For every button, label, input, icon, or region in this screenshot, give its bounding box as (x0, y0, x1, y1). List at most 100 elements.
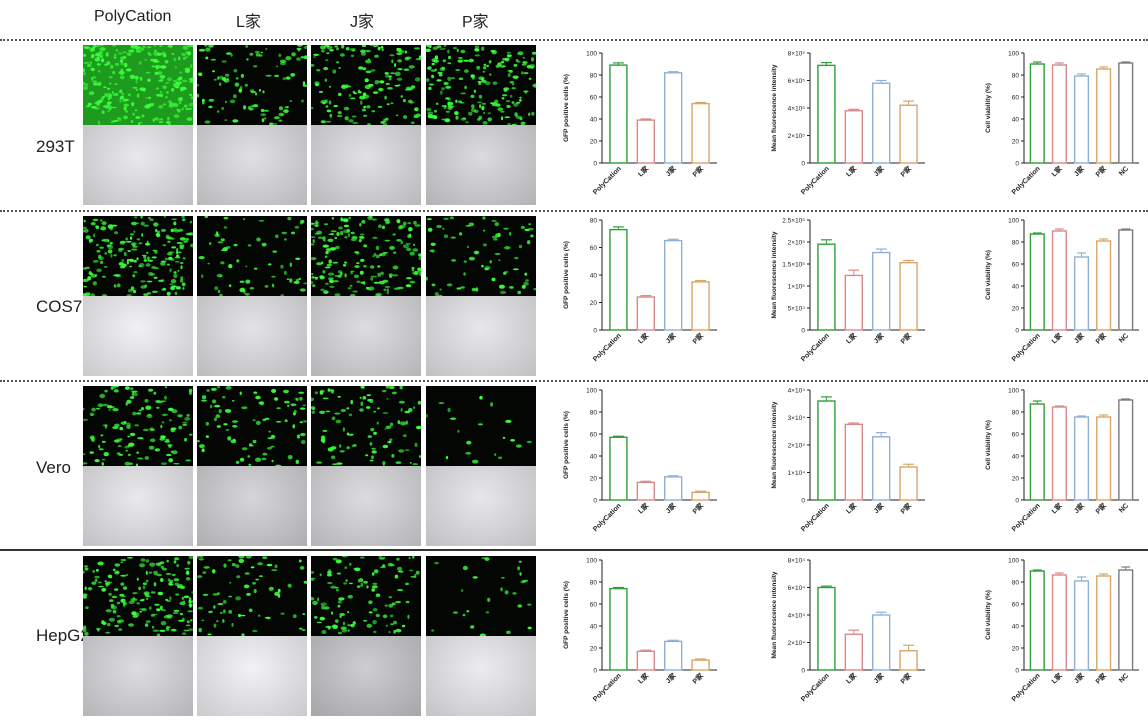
bar-chart: 0 1×10⁴ 2×10⁴ 3×10⁴ 4×10⁴ Mean fluorescence i… (766, 382, 931, 552)
y-tick-label: 0 (801, 328, 805, 335)
y-axis-label: Cell viability (%) (985, 590, 992, 640)
y-tick-label: 1×10⁵ (788, 284, 806, 291)
fluorescence-image (426, 216, 536, 296)
y-tick-label: 80 (590, 410, 598, 417)
x-tick-label: P家 (1093, 500, 1108, 515)
bar (636, 296, 655, 331)
y-tick-label: 40 (590, 273, 598, 280)
bar-chart-svg: 0 20 40 60 80 100 Cell viability (%) PolyCation… (985, 558, 1139, 703)
y-tick-label: 3×10⁴ (788, 415, 806, 422)
bar (1073, 580, 1090, 671)
y-tick-label: 100 (1008, 388, 1019, 395)
bar (1096, 416, 1112, 501)
x-tick-label: PolyCation (1011, 332, 1042, 363)
x-tick-label: P家 (898, 500, 913, 515)
y-tick-label: 40 (1012, 454, 1020, 461)
y-tick-label: 0 (801, 161, 805, 168)
bar (691, 659, 710, 671)
bar (664, 72, 683, 164)
bar (899, 261, 918, 331)
bar (1118, 569, 1134, 671)
y-axis-label: Cell viability (%) (985, 420, 992, 470)
bar-chart: 0 20 40 60 80 100 Cell viability (%) PolyCation… (980, 45, 1145, 215)
bar (1073, 75, 1090, 164)
y-tick-label: 80 (590, 580, 598, 587)
y-tick-label: 0 (1015, 161, 1019, 168)
bar (1096, 575, 1112, 671)
bar-chart: 0 2×10⁴ 4×10⁴ 6×10⁴ 8×10⁴ Mean fluorescence i… (766, 552, 931, 722)
x-tick-label: PolyCation (1011, 165, 1042, 196)
x-tick-label: PolyCation (592, 502, 623, 533)
fluorescence-image (83, 45, 193, 125)
brightfield-image (426, 636, 536, 716)
row-label-vero: Vero (36, 458, 71, 477)
bar-chart: 0 20 40 60 80 100 GFP positive cells (%) PolyCa… (558, 382, 723, 552)
y-tick-label: 60 (590, 95, 598, 102)
bar-chart: 0 20 40 60 80 100 Cell viability (%) PolyCation… (980, 552, 1145, 722)
x-tick-label: J家 (1072, 500, 1087, 515)
x-tick-label: P家 (1093, 330, 1108, 345)
y-tick-label: 0 (593, 668, 597, 675)
x-tick-label: PolyCation (800, 332, 831, 363)
x-tick-label: J家 (664, 330, 679, 345)
y-axis-label: GFP positive cells (%) (563, 241, 570, 309)
bar (691, 102, 710, 164)
brightfield-image (83, 636, 193, 716)
x-tick-label: L家 (844, 163, 859, 178)
fluorescence-image (197, 556, 307, 636)
fluorescence-image (311, 556, 421, 636)
row-separator (0, 549, 1148, 551)
x-tick-label: J家 (872, 330, 887, 345)
x-tick-label: PolyCation (1011, 672, 1042, 703)
x-tick-label: P家 (690, 670, 705, 685)
y-tick-label: 60 (1012, 602, 1020, 609)
brightfield-image (426, 466, 536, 546)
bar (1118, 62, 1134, 164)
bar (872, 82, 891, 164)
y-tick-label: 40 (590, 117, 598, 124)
bar (844, 633, 863, 671)
col-header-j: J家 (350, 14, 375, 31)
y-tick-label: 2×10⁴ (788, 443, 806, 450)
y-tick-label: 2.5×10⁵ (782, 218, 805, 225)
bar-chart: 0 20 40 60 80 100 Cell viability (%) PolyCation… (980, 382, 1145, 552)
y-tick-label: 100 (586, 388, 597, 395)
bar (636, 481, 655, 501)
y-tick-label: 20 (590, 476, 598, 483)
bar (664, 476, 683, 501)
x-tick-label: P家 (898, 670, 913, 685)
x-tick-label: L家 (844, 330, 859, 345)
y-tick-label: 80 (1012, 73, 1020, 80)
col-header-l: L家 (236, 14, 261, 31)
bar (664, 239, 683, 331)
y-tick-label: 20 (590, 139, 598, 146)
x-tick-label: PolyCation (1011, 502, 1042, 533)
y-tick-label: 20 (590, 646, 598, 653)
x-tick-label: J家 (1072, 163, 1087, 178)
bar (817, 400, 836, 501)
y-axis-label: Mean fluorescence intensity (771, 64, 778, 151)
y-tick-label: 0 (593, 161, 597, 168)
y-tick-label: 40 (590, 624, 598, 631)
y-tick-label: 4×10⁴ (788, 613, 806, 620)
x-tick-label: PolyCation (592, 672, 623, 703)
row-label-hepg2: HepG2 (36, 626, 90, 645)
fluorescence-image (426, 386, 536, 466)
bar (817, 64, 836, 164)
x-tick-label: L家 (844, 670, 859, 685)
brightfield-image (197, 466, 307, 546)
x-tick-label: L家 (636, 500, 651, 515)
y-axis-label: Mean fluorescence intensity (771, 231, 778, 318)
x-tick-label: L家 (1049, 500, 1064, 515)
y-tick-label: 0 (801, 498, 805, 505)
bar (1118, 399, 1134, 501)
bar-chart-svg: 0 2×10⁵ 4×10⁵ 6×10⁵ 8×10⁵ Mean fluorescence i… (771, 51, 925, 196)
fluorescence-image (311, 386, 421, 466)
y-tick-label: 4×10⁴ (788, 388, 806, 395)
x-tick-label: PolyCation (800, 165, 831, 196)
fluorescence-image (311, 216, 421, 296)
brightfield-image (197, 636, 307, 716)
bar (1029, 233, 1045, 331)
bar-chart-svg: 0 20 40 60 80 100 Cell viability (%) PolyCation… (985, 51, 1139, 196)
y-tick-label: 5×10⁴ (788, 306, 806, 313)
